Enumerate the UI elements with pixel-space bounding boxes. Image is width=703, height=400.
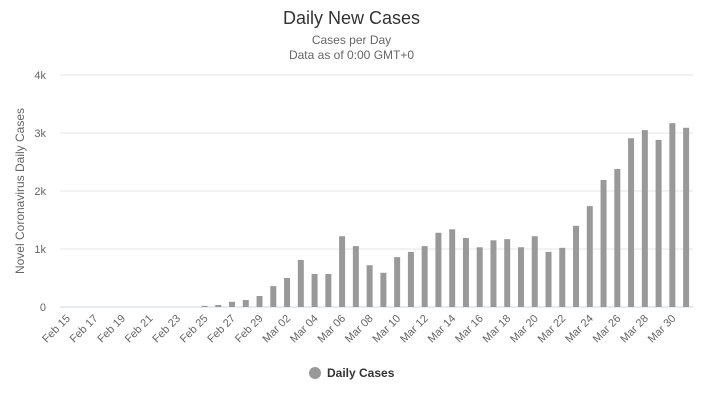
- x-tick-label: Mar 26: [591, 313, 624, 346]
- bar-mar-22: [559, 247, 566, 307]
- x-tick-label: Mar 16: [453, 313, 486, 346]
- bar-mar-05: [325, 273, 332, 307]
- y-tick-label: 3k: [34, 128, 46, 140]
- y-tick-label: 0: [40, 302, 46, 314]
- x-tick-label: Mar 28: [618, 313, 651, 346]
- bar-feb-26: [215, 304, 222, 307]
- x-tick-label: Feb 21: [123, 313, 156, 346]
- bar-mar-03: [297, 260, 304, 307]
- x-tick-label: Mar 22: [536, 313, 569, 346]
- x-tick-label: Mar 06: [316, 313, 349, 346]
- y-axis-title: Novel Coronavirus Daily Cases: [13, 108, 27, 274]
- x-tick-label: Feb 29: [233, 313, 266, 346]
- bar-mar-18: [504, 239, 511, 307]
- bar-mar-15: [462, 237, 469, 307]
- bar-mar-29: [655, 139, 662, 307]
- bar-mar-26: [614, 168, 621, 307]
- bar-mar-04: [311, 273, 318, 307]
- x-tick-label: Feb 17: [68, 313, 101, 346]
- y-tick-label: 2k: [34, 186, 46, 198]
- bar-mar-21: [545, 251, 552, 307]
- bar-mar-13: [435, 232, 442, 307]
- bar-mar-31: [683, 127, 690, 307]
- bar-mar-24: [586, 206, 593, 307]
- bar-mar-17: [490, 240, 497, 307]
- x-tick-label: Mar 30: [646, 313, 679, 346]
- x-tick-label: Mar 18: [481, 313, 514, 346]
- bar-mar-06: [339, 236, 346, 307]
- legend-item-daily-cases[interactable]: Daily Cases: [309, 366, 394, 380]
- chart-subtitle: Cases per Day: [311, 33, 392, 47]
- bar-mar-02: [284, 278, 291, 307]
- chart-subtitle-date: Data as of 0:00 GMT+0: [288, 48, 415, 62]
- bar-feb-25: [201, 305, 208, 307]
- bar-mar-30: [669, 123, 676, 307]
- bar-mar-11: [407, 251, 414, 307]
- bar-mar-10: [394, 257, 401, 307]
- x-tick-label: Mar 08: [343, 313, 376, 346]
- bar-mar-23: [573, 225, 580, 307]
- x-tick-label: Mar 02: [260, 313, 293, 346]
- x-tick-label: Mar 10: [371, 313, 404, 346]
- bar-mar-27: [628, 138, 635, 307]
- bar-mar-07: [352, 246, 359, 307]
- legend-marker-icon: [309, 367, 321, 379]
- bar-mar-12: [421, 246, 428, 307]
- bar-mar-16: [476, 247, 483, 307]
- x-tick-label: Feb 15: [40, 313, 73, 346]
- x-tick-label: Feb 25: [178, 313, 211, 346]
- x-tick-label: Feb 23: [150, 313, 183, 346]
- bar-feb-28: [242, 300, 249, 307]
- bar-mar-14: [449, 229, 456, 307]
- bar-mar-01: [270, 286, 277, 307]
- x-tick-label: Feb 27: [205, 313, 238, 346]
- bar-mar-20: [531, 236, 538, 307]
- x-tick-label: Feb 19: [95, 313, 128, 346]
- bar-mar-09: [380, 272, 387, 307]
- x-tick-label: Mar 14: [426, 313, 459, 346]
- chart-title: Daily New Cases: [282, 8, 421, 28]
- x-tick-label: Mar 20: [508, 313, 541, 346]
- y-tick-label: 4k: [34, 70, 46, 82]
- x-tick-label: Mar 24: [563, 313, 596, 346]
- legend-label: Daily Cases: [327, 366, 395, 380]
- x-tick-label: Mar 04: [288, 313, 321, 346]
- bar-mar-28: [641, 130, 648, 307]
- bar-mar-08: [366, 265, 373, 307]
- y-tick-label: 1k: [34, 244, 46, 256]
- bar-feb-27: [229, 301, 236, 307]
- x-tick-label: Mar 12: [398, 313, 431, 346]
- bar-feb-29: [256, 295, 263, 307]
- bar-mar-19: [517, 247, 524, 307]
- bar-mar-25: [600, 179, 607, 307]
